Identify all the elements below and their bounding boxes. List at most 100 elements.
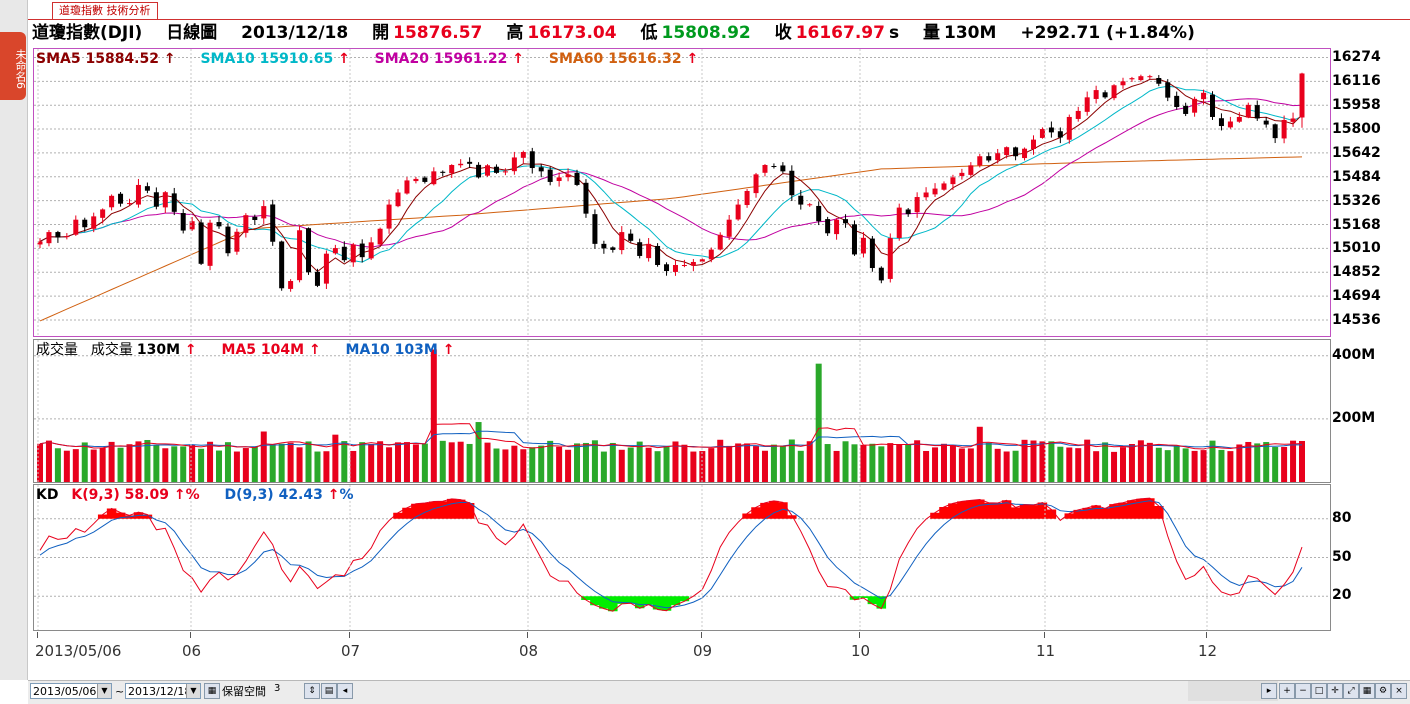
kd-y-axis: 80 50 20 <box>1332 484 1410 631</box>
candle-body <box>64 236 70 238</box>
candle-body <box>637 242 643 256</box>
scroll-right-icon[interactable]: ▸ <box>1261 683 1277 699</box>
calendar-icon[interactable]: ▦ <box>204 683 220 699</box>
volume-bar <box>1173 445 1180 482</box>
candle-body <box>1218 118 1224 127</box>
volume-bar <box>269 444 276 482</box>
candle-body <box>502 171 508 173</box>
candle-body <box>1165 82 1171 98</box>
candle-body <box>323 253 329 284</box>
volume-bar <box>242 448 249 482</box>
fit-icon[interactable]: ⤢ <box>1343 683 1359 699</box>
candle-body <box>771 166 777 168</box>
x-tick-label: 08 <box>519 642 539 660</box>
settings-icon[interactable]: ⚙ <box>1375 683 1391 699</box>
candle-body <box>789 170 795 196</box>
candle-body <box>386 204 392 229</box>
volume-label: 量 <box>923 23 940 43</box>
high-label: 高 <box>506 23 524 43</box>
side-tab[interactable]: 未命名6 <box>0 32 27 100</box>
candle-body <box>171 193 177 212</box>
chevron-down-icon[interactable]: ▼ <box>97 684 111 698</box>
candle-body <box>1281 119 1287 139</box>
volume-bar <box>932 447 939 482</box>
horizontal-scrollbar[interactable] <box>1188 681 1278 701</box>
volume-bar <box>350 450 357 482</box>
volume-bar <box>305 441 312 482</box>
table-icon[interactable]: ▤ <box>321 683 337 699</box>
crosshair-icon[interactable]: ✛ <box>1327 683 1343 699</box>
kd-pane[interactable]: KD K(9,3) 58.09 ↑% D(9,3) 42.43 ↑% <box>33 484 1331 631</box>
chevron-down-icon[interactable]: ▼ <box>186 684 200 698</box>
volume-bar <box>636 441 643 482</box>
candle-body <box>538 167 544 172</box>
volume-bar <box>493 448 500 482</box>
candle-body <box>1039 129 1045 138</box>
candle-body <box>82 219 88 228</box>
date-range-separator: ~ <box>115 685 125 698</box>
close-icon[interactable]: × <box>1391 683 1407 699</box>
vol-ma5-legend: MA5 104M ↑ <box>221 342 321 358</box>
volume-bar <box>609 442 616 482</box>
price-tick-label: 14852 <box>1332 264 1381 281</box>
volume-current: 成交量 130M ↑ <box>90 342 197 358</box>
candle-body <box>592 214 598 244</box>
candle-body <box>1174 95 1180 108</box>
candle-body <box>153 192 159 207</box>
spin-icon[interactable]: ⇕ <box>304 683 320 699</box>
zoom-in-icon[interactable]: + <box>1279 683 1295 699</box>
candle-body <box>601 243 607 249</box>
candle-body <box>341 246 347 261</box>
volume-bar <box>520 449 527 482</box>
volume-bar <box>967 448 974 482</box>
candle-body <box>1093 90 1099 99</box>
candle-body <box>851 224 857 255</box>
volume-bar <box>896 444 903 482</box>
scroll-left-icon[interactable]: ◂ <box>337 683 353 699</box>
volume-bar <box>108 441 115 482</box>
volume-bar <box>377 441 384 482</box>
price-pane[interactable]: SMA5 15884.52 ↑ SMA10 15910.65 ↑ SMA20 1… <box>33 48 1331 337</box>
volume-bar <box>591 440 598 482</box>
volume-bar <box>663 446 670 482</box>
zoom-out-icon[interactable]: − <box>1295 683 1311 699</box>
kd-legend: KD K(9,3) 58.09 ↑% D(9,3) 42.43 ↑% <box>36 485 374 505</box>
volume-bar <box>126 444 133 482</box>
keep-space-value[interactable]: 3 <box>274 683 281 694</box>
candle-body <box>1084 97 1090 112</box>
candle-body <box>511 157 517 172</box>
grid-icon[interactable]: ▦ <box>1359 683 1375 699</box>
price-y-axis: 16274 16116 15958 15800 15642 15484 15326 15168… <box>1332 48 1410 338</box>
volume-bar <box>457 441 464 482</box>
volume-bar <box>529 447 536 482</box>
candle-body <box>726 219 732 237</box>
analysis-tab[interactable]: 道瓊指數 技術分析 <box>52 2 158 20</box>
volume-bar <box>538 445 545 482</box>
keep-space-label: 保留空間 <box>222 685 266 698</box>
volume-bar <box>851 444 858 482</box>
kd-tick-label: 50 <box>1332 548 1352 565</box>
candle-body <box>162 192 168 208</box>
candle-body <box>699 259 705 262</box>
volume-bar <box>788 439 795 482</box>
volume-bar <box>287 442 294 482</box>
candle-body <box>1013 147 1019 157</box>
volume-bar <box>323 451 330 482</box>
candle-body <box>950 177 956 185</box>
cursor-icon[interactable]: □ <box>1311 683 1327 699</box>
volume-pane[interactable]: 成交量 成交量 130M ↑ MA5 104M ↑ MA10 103M ↑ <box>33 339 1331 483</box>
sma20-legend: SMA20 15961.22 ↑ <box>374 51 524 67</box>
volume-title: 成交量 <box>36 342 78 358</box>
to-date-select[interactable]: 2013/12/18 ▼ <box>125 683 201 699</box>
candle-body <box>368 242 374 259</box>
volume-bar <box>412 444 419 482</box>
volume-bar <box>439 440 446 482</box>
volume-bar <box>251 446 258 482</box>
volume-bar <box>744 443 751 482</box>
volume-bar <box>54 448 61 482</box>
volume-bar <box>681 444 688 482</box>
volume-bar <box>770 444 777 482</box>
from-date-select[interactable]: 2013/05/06 ▼ <box>30 683 112 699</box>
candle-body <box>816 205 822 222</box>
